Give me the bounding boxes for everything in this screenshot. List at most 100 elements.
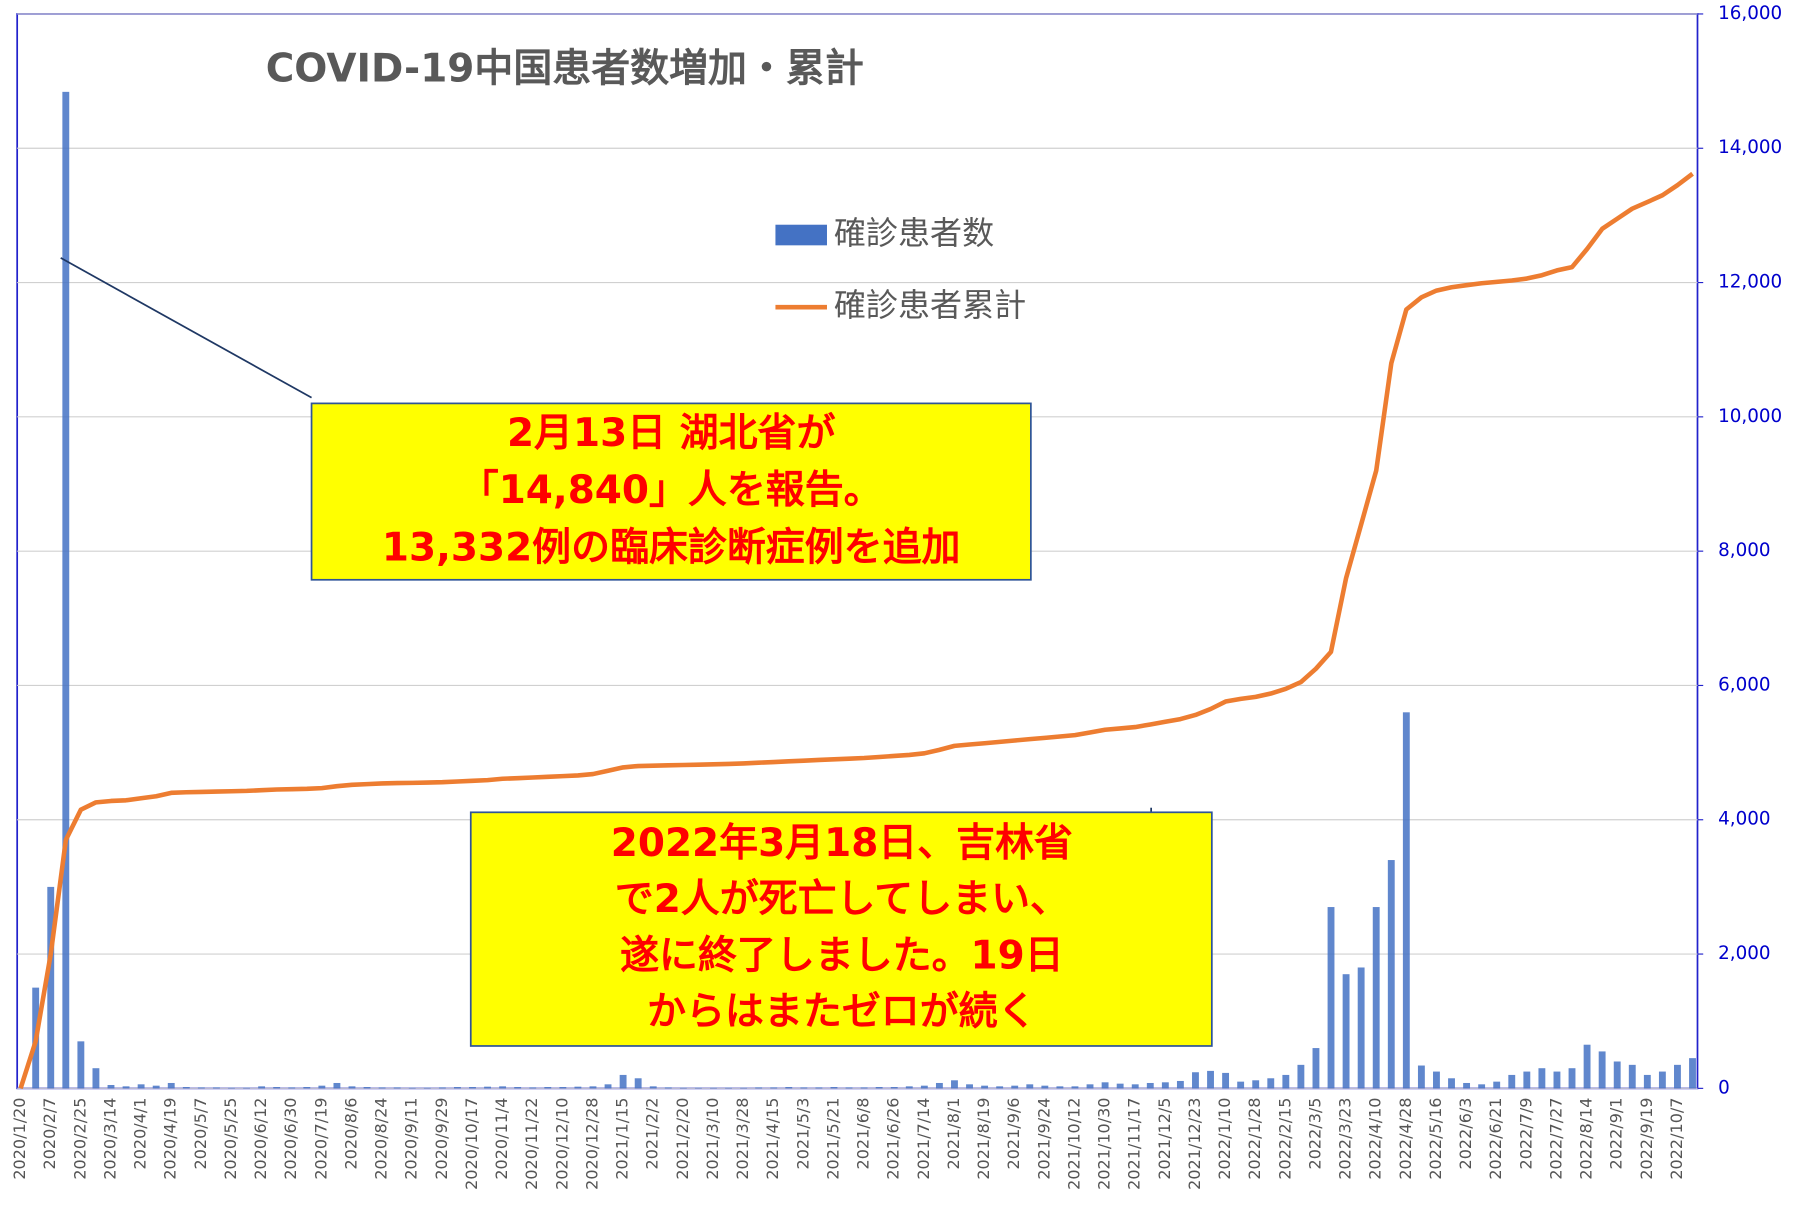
bar [348,1086,356,1089]
y-tick-label: 6,000 [1718,674,1770,695]
x-tick-label: 2021/4/15 [763,1098,782,1180]
bar [243,1087,250,1089]
bar [318,1085,326,1089]
annotation-text: で2人が死亡してしまい、 [615,877,1069,922]
bar [423,1087,431,1089]
bar [1417,1065,1425,1089]
bar [1463,1082,1471,1089]
bar [182,1087,190,1089]
bar [1643,1074,1651,1089]
x-tick-label: 2021/6/26 [884,1098,903,1180]
bar [137,1084,145,1089]
bar [845,1087,853,1089]
bar [1478,1084,1486,1089]
bar [1222,1072,1230,1089]
bar [574,1086,582,1089]
x-tick-label: 2021/1/15 [613,1098,632,1180]
bar [1658,1071,1666,1089]
bar [438,1087,446,1089]
x-tick-label: 2020/2/25 [70,1098,89,1180]
bar [559,1087,567,1089]
annotation-text: 2月13日 湖北省が [507,411,836,456]
grid [17,13,1698,1089]
bar [1176,1080,1184,1089]
bar [212,1087,220,1089]
y-tick-label: 0 [1718,1077,1730,1098]
x-tick-label: 2020/11/22 [522,1098,541,1190]
x-tick-label: 2020/9/29 [432,1098,451,1180]
bar [830,1087,838,1089]
x-tick-label: 2020/9/11 [402,1098,421,1180]
bar [1146,1082,1154,1089]
bar [951,1080,958,1089]
bar [604,1084,612,1089]
bar [378,1087,386,1089]
bar [710,1087,717,1089]
x-tick-label: 2021/8/1 [944,1098,963,1170]
bar [1448,1078,1455,1089]
bar [1056,1086,1064,1089]
bar [1342,974,1350,1089]
bar [966,1084,973,1089]
bar [619,1074,627,1089]
bar [679,1087,687,1089]
x-tick-label: 2022/7/27 [1546,1098,1565,1180]
bar [469,1087,476,1089]
x-tick-label: 2022/5/16 [1426,1098,1445,1180]
bar [288,1087,296,1089]
x-tick-label: 2021/8/19 [974,1098,993,1180]
bars [32,91,1696,1089]
bar [1538,1068,1546,1089]
bar [408,1087,416,1089]
y-tick-label: 12,000 [1718,272,1782,293]
bar [1252,1080,1260,1089]
bar [1493,1081,1501,1089]
bar [529,1087,537,1089]
x-tick-label: 2021/5/21 [823,1098,842,1180]
bar [92,1068,100,1089]
bar [920,1085,928,1089]
bar [1282,1074,1290,1089]
legend-label: 確診患者数 [834,214,994,252]
bar [1553,1071,1561,1089]
x-tick-label: 2021/7/14 [914,1098,933,1180]
chart-title: COVID-19中国患者数増加・累計 [266,47,864,92]
x-tick-label: 2020/5/7 [191,1098,210,1170]
y-tick-label: 8,000 [1718,540,1770,561]
annotation-box [310,402,1032,581]
x-tick-label: 2022/4/10 [1366,1098,1385,1180]
bar [1568,1068,1576,1089]
bar [333,1082,341,1089]
x-tick-label: 2021/2/20 [673,1098,692,1180]
bar [1508,1074,1516,1089]
bar [755,1087,763,1089]
x-tick-label: 2021/5/3 [793,1098,812,1170]
x-tick-label: 2020/5/25 [221,1098,240,1180]
bar [514,1087,522,1089]
x-tick-label: 2020/8/6 [341,1098,360,1170]
bar [1312,1048,1320,1089]
bar [1402,712,1410,1089]
bar [1267,1078,1275,1089]
bar [770,1087,778,1089]
bar [1613,1061,1621,1089]
x-tick-label: 2020/6/12 [251,1098,270,1180]
bar [1674,1064,1681,1089]
x-tick-label: 2020/12/10 [552,1098,571,1190]
x-tick-label: 2021/9/6 [1004,1098,1023,1170]
bar [785,1087,793,1089]
bar [258,1086,266,1089]
bar [1041,1085,1049,1089]
annotation-text: 2022年3月18日、吉林省 [611,821,1073,866]
bar [499,1086,507,1089]
x-tick-label: 2021/12/5 [1155,1098,1174,1180]
x-tick-label: 2021/6/8 [854,1098,873,1170]
y-tick-label: 16,000 [1718,3,1782,24]
bar [1628,1064,1636,1089]
x-tick-label: 2022/7/9 [1516,1098,1535,1170]
bar [1583,1044,1591,1089]
bar [1387,860,1395,1089]
bar [167,1082,175,1089]
bar [815,1087,823,1089]
